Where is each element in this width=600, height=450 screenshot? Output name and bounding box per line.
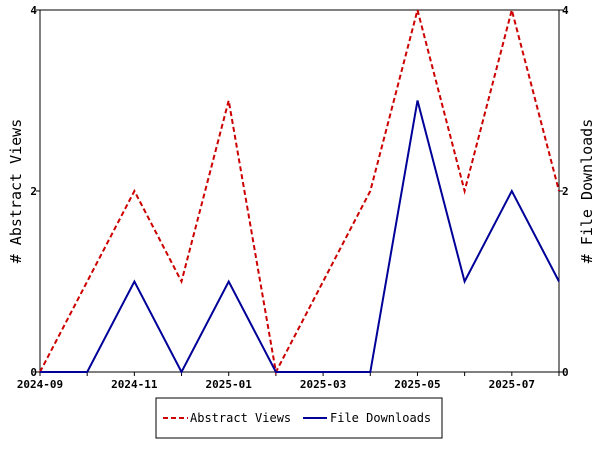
plot-frame [39, 9, 560, 373]
y-axis-right-label: # File Downloads [578, 119, 596, 264]
axis-ticks: 0 0 2 2 4 4 2024-09 2024-11 2025-01 2025-03 2025-0… [17, 4, 569, 391]
x-tick-label: 2025-05 [394, 378, 440, 391]
y-tick-label-right: 2 [562, 185, 569, 198]
legend-label-abstract-views: Abstract Views [190, 411, 291, 425]
series-line-file-downloads [40, 100, 560, 375]
x-tick-label: 2024-09 [17, 378, 63, 391]
y-tick-label-left: 2 [30, 185, 37, 198]
y-axis-left-label: # Abstract Views [7, 119, 25, 264]
y-tick-label-right: 0 [562, 366, 569, 379]
x-tick-label: 2025-03 [300, 378, 346, 391]
legend-label-file-downloads: File Downloads [330, 411, 431, 425]
x-tick-label: 2025-07 [489, 378, 535, 391]
y-tick-label-left: 4 [30, 4, 37, 17]
legend-box [155, 397, 443, 439]
series-group [39, 6, 560, 376]
y-tick-label-left: 0 [30, 366, 37, 379]
x-tick-label: 2025-01 [206, 378, 253, 391]
series-line-abstract-views [39, 6, 560, 376]
legend: Abstract Views File Downloads [155, 397, 443, 439]
x-tick-label: 2024-11 [111, 378, 158, 391]
y-tick-label-right: 4 [562, 4, 569, 17]
